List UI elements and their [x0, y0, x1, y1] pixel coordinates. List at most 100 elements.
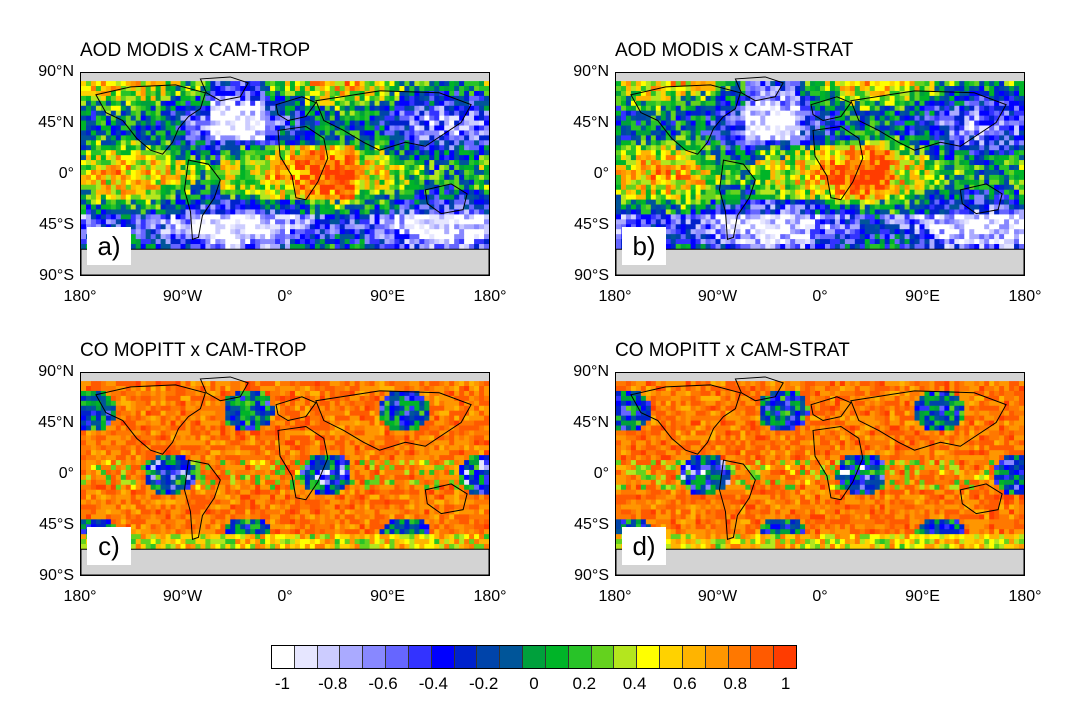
map-cell	[265, 100, 271, 107]
map-cell	[999, 189, 1005, 196]
map-cell	[130, 145, 137, 151]
map-cell	[270, 229, 276, 235]
map-cell	[924, 169, 930, 176]
map-cell	[280, 169, 286, 176]
map-cell	[90, 90, 97, 97]
map-cell	[384, 234, 390, 240]
map-cell	[334, 194, 341, 200]
map-cell	[625, 174, 632, 181]
map-cell	[339, 224, 346, 230]
map-cell	[434, 100, 440, 107]
map-cell	[469, 229, 475, 235]
map-cell	[834, 120, 841, 126]
map-cell	[474, 194, 480, 200]
map-cell	[939, 155, 945, 161]
map-cell	[785, 184, 791, 191]
map-cell	[645, 174, 652, 181]
map-cell	[444, 120, 450, 126]
map-cell	[849, 81, 856, 87]
map-cell	[790, 169, 796, 176]
map-cell	[755, 150, 761, 156]
map-cell	[210, 150, 216, 156]
map-cell	[110, 100, 117, 107]
map-cell	[800, 140, 806, 146]
map-cell	[100, 135, 107, 141]
map-cell	[160, 179, 166, 186]
map-cell	[200, 105, 206, 112]
map-cell	[369, 100, 375, 107]
map-cell	[250, 115, 256, 121]
map-cell	[289, 184, 296, 191]
map-cell	[924, 115, 930, 121]
map-cell	[459, 155, 465, 161]
map-cell	[240, 125, 246, 131]
map-cell	[839, 130, 846, 136]
map-cell	[645, 120, 652, 126]
map-cell	[404, 160, 410, 166]
map-cell	[474, 209, 480, 215]
map-cell	[979, 179, 985, 186]
map-cell	[969, 110, 975, 117]
map-cell	[730, 90, 736, 97]
map-cell	[125, 160, 132, 166]
map-cell	[449, 179, 455, 186]
map-cell	[999, 184, 1005, 191]
map-cell	[115, 90, 122, 97]
map-cell	[944, 110, 950, 117]
map-cell	[95, 81, 102, 87]
map-cell	[765, 184, 771, 191]
map-cell	[180, 174, 186, 181]
map-cell	[939, 165, 945, 171]
map-cell	[225, 120, 231, 126]
map-cell	[389, 115, 395, 121]
map-cell	[680, 90, 687, 97]
map-cell	[670, 189, 677, 196]
map-cell	[419, 214, 425, 220]
map-cell	[200, 140, 206, 146]
map-cell	[130, 165, 137, 171]
map-cell	[140, 184, 147, 191]
map-cell	[170, 95, 176, 102]
map-cell	[695, 110, 701, 117]
map-cell	[190, 234, 196, 240]
map-cell	[994, 125, 1000, 131]
map-cell	[645, 194, 652, 200]
map-cell	[660, 95, 667, 102]
map-cell	[235, 209, 241, 215]
map-cell	[240, 86, 246, 92]
map-cell	[115, 199, 122, 205]
map-cell	[354, 145, 361, 151]
map-cell	[954, 90, 960, 97]
map-cell	[999, 120, 1005, 126]
map-cell	[454, 86, 460, 92]
map-cell	[285, 135, 291, 141]
map-cell	[434, 160, 440, 166]
map-cell	[220, 130, 226, 136]
map-cell	[829, 140, 836, 146]
map-cell	[760, 155, 766, 161]
map-cell	[304, 105, 311, 112]
map-cell	[304, 120, 311, 126]
map-cell	[289, 120, 296, 126]
map-cell	[155, 199, 162, 205]
map-cell	[314, 174, 321, 181]
map-cell	[294, 150, 301, 156]
map-cell	[859, 174, 866, 181]
map-cell	[790, 110, 796, 117]
map-cell	[820, 86, 826, 92]
continent-outline	[199, 76, 249, 102]
map-cell	[755, 145, 761, 151]
map-cell	[879, 145, 886, 151]
map-cell	[195, 105, 201, 112]
map-cell	[275, 179, 281, 186]
map-cell	[165, 219, 171, 225]
map-cell	[115, 140, 122, 146]
map-cell	[474, 95, 480, 102]
map-cell	[175, 135, 181, 141]
map-cell	[130, 120, 137, 126]
map-cell	[364, 120, 370, 126]
map-cell	[344, 189, 351, 196]
map-cell	[170, 135, 176, 141]
map-cell	[165, 100, 171, 107]
map-cell	[790, 130, 796, 136]
